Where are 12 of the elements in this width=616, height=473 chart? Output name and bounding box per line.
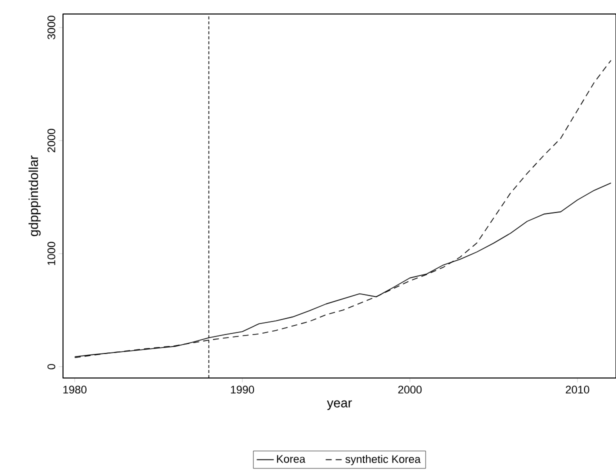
y-tick-label: 3000	[47, 16, 56, 40]
x-tick-label: 1980	[63, 386, 86, 394]
y-tick-label: 1000	[47, 242, 56, 265]
x-axis-title: year	[326, 400, 352, 410]
legend-label: Korea	[277, 455, 306, 463]
x-tick-label: 2000	[398, 386, 422, 394]
x-tick-label: 1990	[230, 386, 254, 394]
y-tick-label: 0	[47, 364, 56, 370]
x-tick-label: 2010	[566, 386, 590, 394]
y-axis-title: gdpppintdollar	[28, 156, 41, 236]
legend-label: synthetic Korea	[345, 454, 421, 466]
y-tick-label: 2000	[47, 128, 56, 152]
